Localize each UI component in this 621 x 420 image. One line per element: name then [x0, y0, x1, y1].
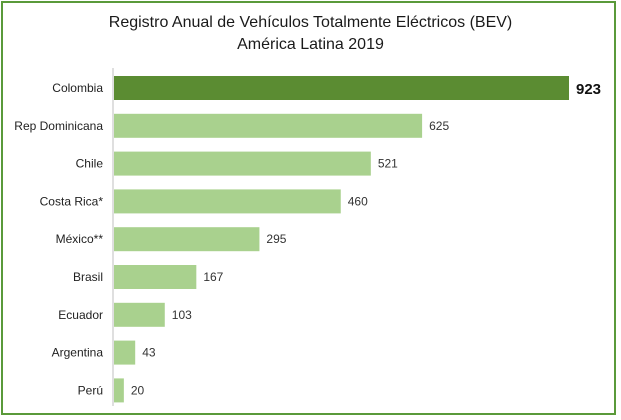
value-label: 521: [378, 157, 398, 171]
value-label: 460: [348, 194, 368, 208]
category-label: Ecuador: [58, 308, 103, 322]
value-label: 625: [429, 119, 449, 133]
category-label: Brasil: [73, 270, 103, 284]
value-label: 43: [142, 346, 156, 360]
value-label: 295: [266, 232, 286, 246]
bar: [114, 302, 165, 327]
bar: [114, 151, 371, 176]
category-label: Costa Rica*: [40, 194, 104, 208]
category-label: Perú: [78, 383, 103, 397]
bar: [114, 113, 423, 138]
bar: [114, 340, 136, 365]
bar: [114, 227, 260, 252]
category-label: México**: [56, 232, 104, 246]
bar: [114, 378, 124, 403]
bar: [114, 76, 569, 100]
chart-subtitle: América Latina 2019: [237, 36, 384, 53]
bars-layer: Colombia 923 Rep Dominicana 625 Chile 521 Cost…: [14, 68, 601, 406]
bar: [114, 265, 197, 289]
category-label: Colombia: [52, 81, 103, 95]
category-label: Argentina: [52, 346, 104, 360]
bar: [114, 189, 341, 214]
value-label: 103: [172, 308, 192, 322]
value-label: 20: [131, 383, 145, 397]
category-label: Chile: [76, 157, 104, 171]
chart-title-block: Registro Anual de Vehículos Totalmente E…: [0, 12, 621, 56]
chart-title: Registro Anual de Vehículos Totalmente E…: [108, 14, 513, 31]
value-label: 167: [203, 270, 223, 284]
value-label: 923: [576, 81, 601, 98]
category-label: Rep Dominicana: [14, 119, 103, 133]
